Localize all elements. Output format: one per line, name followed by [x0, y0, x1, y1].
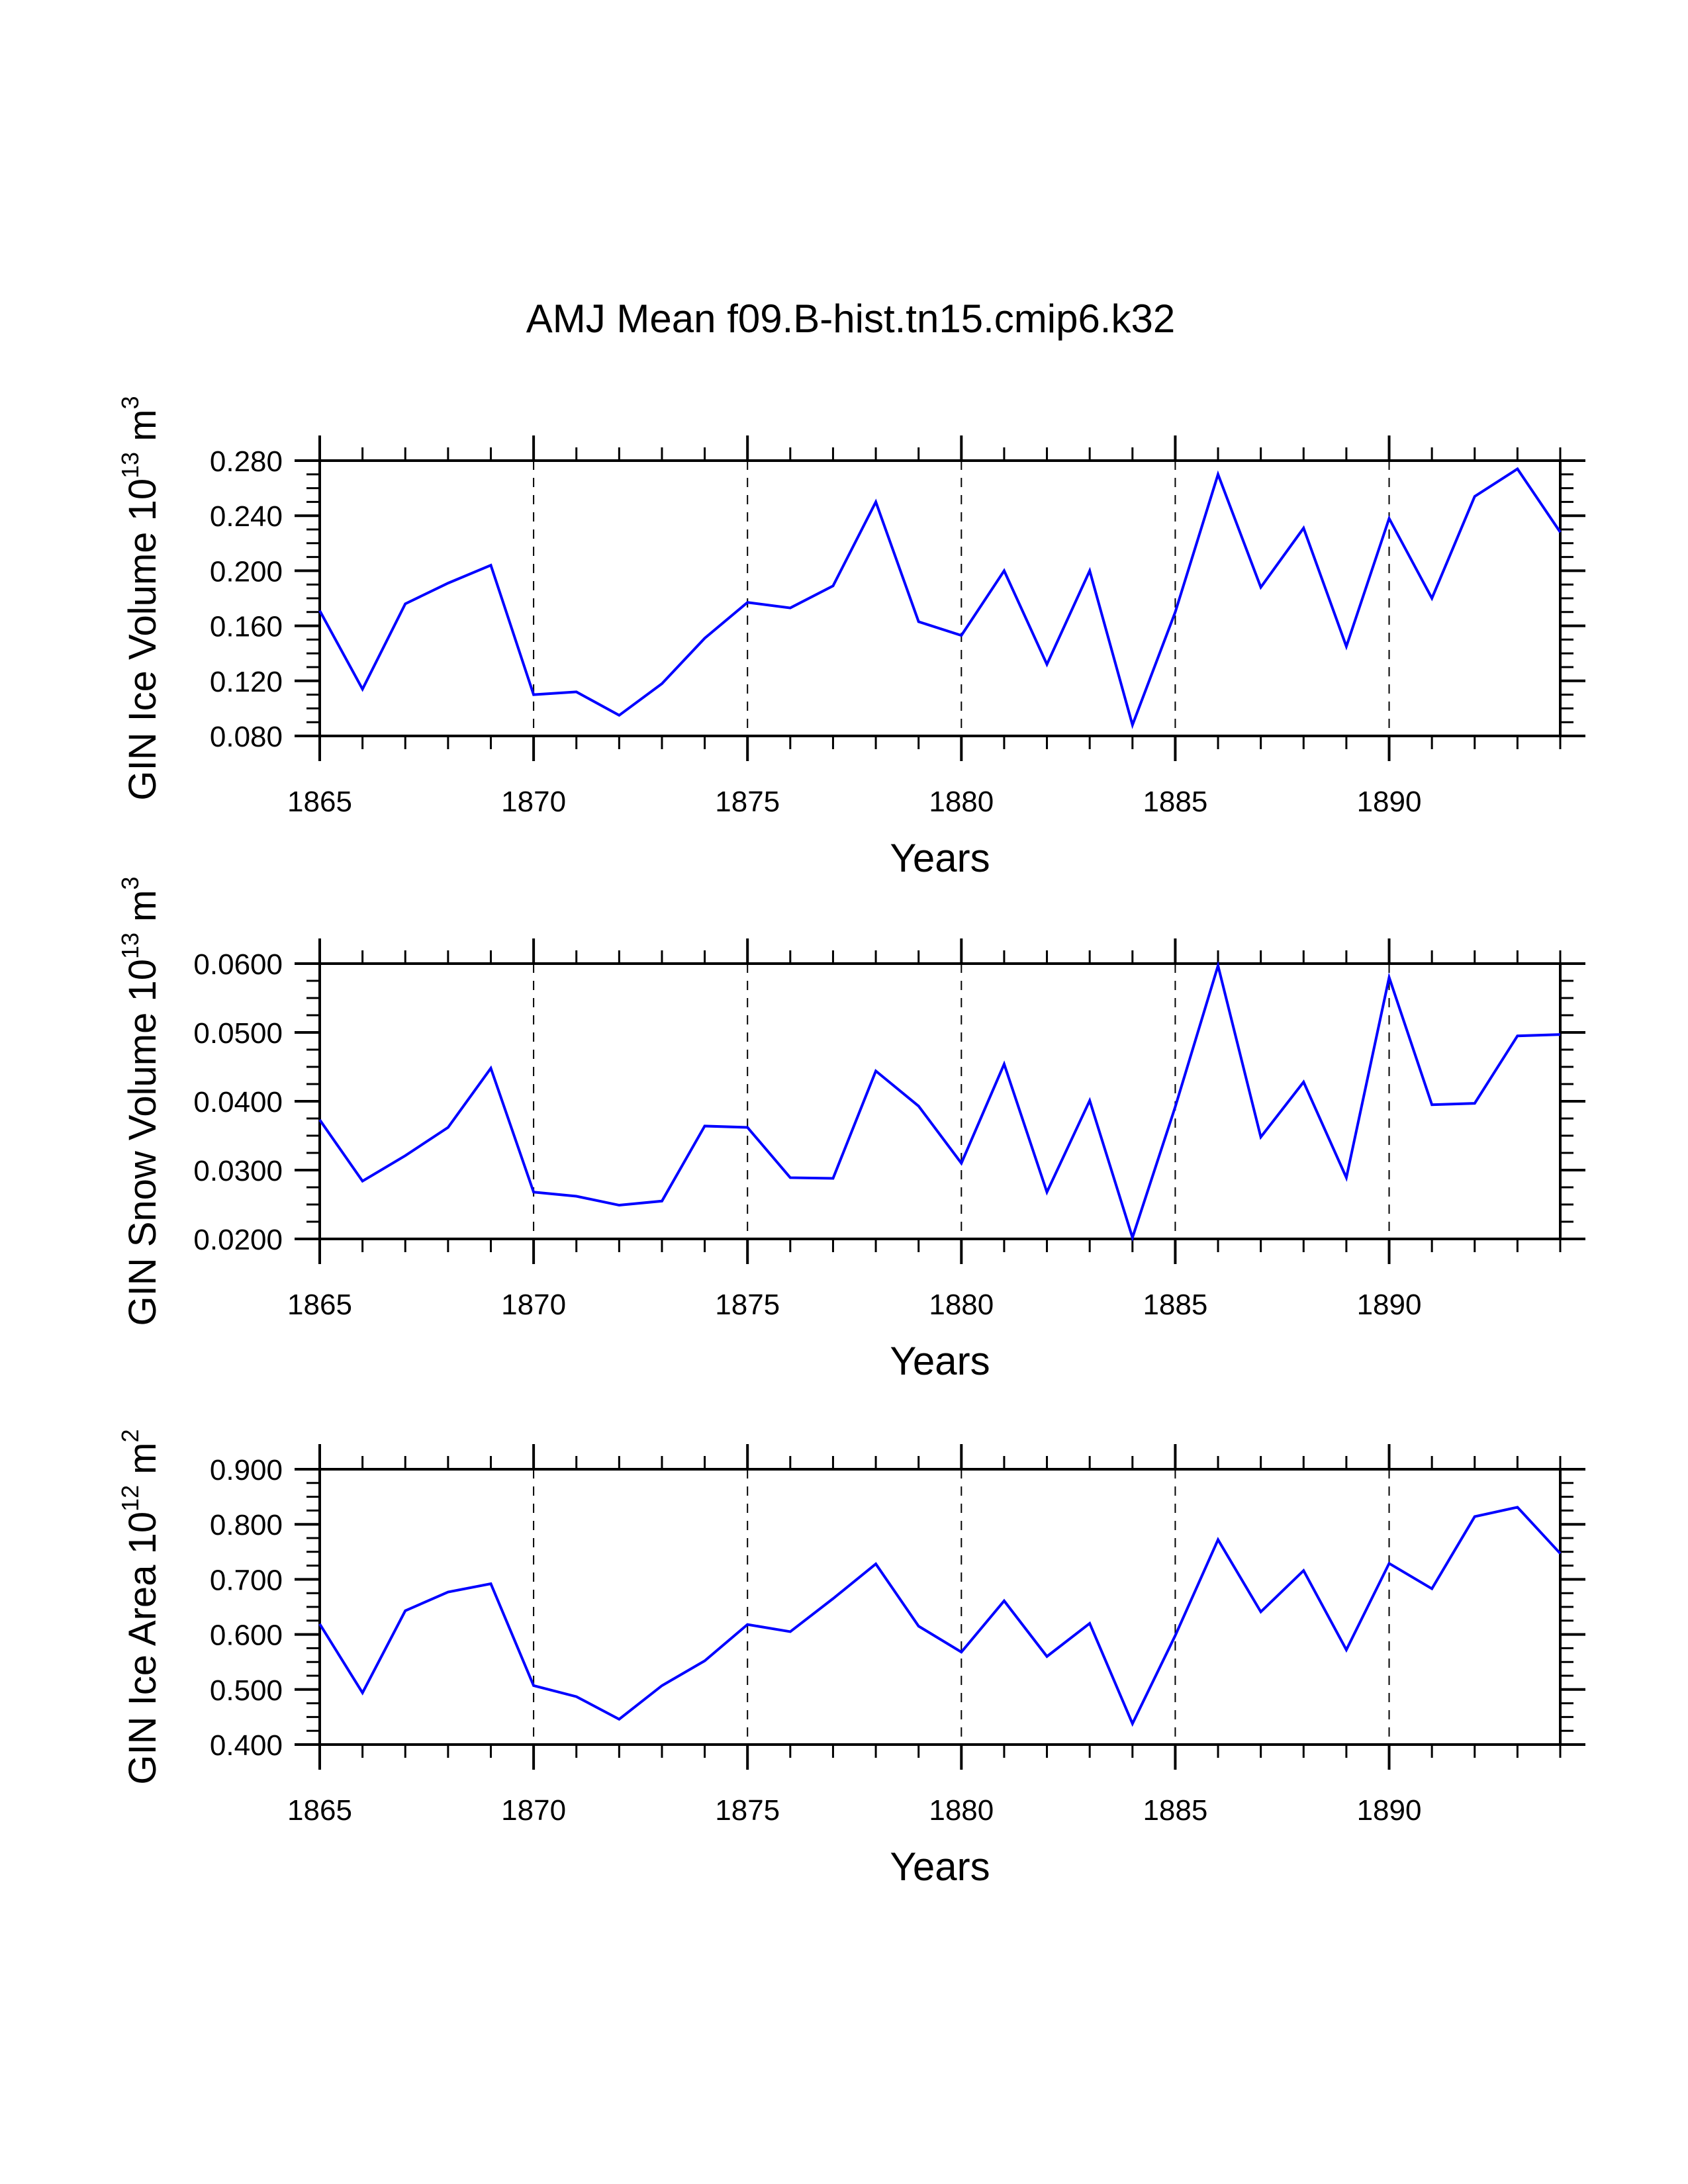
y-tick-label: 0.0400 [193, 1086, 283, 1118]
x-tick-label: 1865 [287, 1289, 352, 1321]
y-axis-title-text: GIN Ice Area 10 [121, 1512, 164, 1785]
chart-title: AMJ Mean f09.B-hist.tn15.cmip6.k32 [526, 296, 1175, 341]
x-tick-label: 1880 [929, 1289, 994, 1321]
series-line-ice-area [318, 1506, 1562, 1727]
y-axis-title: GIN Ice Volume 1013 m3 [117, 396, 164, 800]
y-axis-title-unit: m [121, 890, 164, 933]
y-tick-label: 0.0300 [193, 1155, 283, 1187]
y-axis-title-exponent: 12 [117, 1485, 144, 1512]
x-tick-label: 1870 [501, 786, 566, 818]
x-tick-label: 1880 [929, 1794, 994, 1827]
y-tick-label: 0.900 [210, 1454, 283, 1486]
y-tick-label: 0.400 [210, 1729, 283, 1762]
plot-frame [318, 1468, 1562, 1746]
y-tick-label: 0.080 [210, 721, 283, 753]
x-tick-label: 1885 [1143, 1794, 1207, 1827]
y-axis-title: GIN Snow Volume 1013 m3 [117, 876, 164, 1326]
x-tick-label: 1885 [1143, 786, 1207, 818]
x-tick-label: 1875 [715, 786, 780, 818]
x-tick-label: 1865 [287, 1794, 352, 1827]
x-tick-label: 1870 [501, 1794, 566, 1827]
x-tick-label: 1875 [715, 1794, 780, 1827]
x-tick-label: 1890 [1357, 1794, 1422, 1827]
y-axis-title: GIN Ice Area 1012 m2 [117, 1429, 164, 1784]
y-tick-label: 0.700 [210, 1564, 283, 1596]
panel-ice-volume: 1865 1870 1875 1880 1885 1890 0.080 0.120 0.160 0… [117, 396, 1585, 880]
x-axis-title: Years [890, 1844, 990, 1889]
x-tick-label: 1865 [287, 786, 352, 818]
y-tick-label: 0.120 [210, 666, 283, 698]
y-tick-label: 0.0200 [193, 1224, 283, 1256]
panel-snow-volume: 1865 1870 1875 1880 1885 1890 0.0200 0.0300 0.04… [117, 876, 1585, 1383]
x-tick-label: 1890 [1357, 1289, 1422, 1321]
y-tick-label: 0.800 [210, 1509, 283, 1541]
y-axis-title-text: GIN Ice Volume 10 [121, 478, 164, 801]
y-axis-title-exponent: 13 [117, 452, 144, 478]
y-axis-title-unit-exponent: 3 [117, 876, 144, 889]
x-tick-label: 1880 [929, 786, 994, 818]
y-tick-label: 0.600 [210, 1619, 283, 1652]
y-axis-title-unit: m [121, 409, 164, 451]
panels: 1865 1870 1875 1880 1885 1890 0.080 0.120 0.160 0… [117, 396, 1585, 1889]
series-line-snow-volume [318, 960, 1561, 1242]
plot-frame [318, 962, 1562, 1240]
y-axis-title-exponent: 13 [117, 933, 144, 959]
x-tick-label: 1890 [1357, 786, 1422, 818]
plot-frame [318, 459, 1562, 737]
x-tick-label: 1870 [501, 1289, 566, 1321]
y-tick-label: 0.0600 [193, 948, 283, 981]
y-tick-label: 0.500 [210, 1674, 283, 1707]
y-axis-title-unit-exponent: 3 [117, 396, 144, 409]
x-tick-label: 1875 [715, 1289, 780, 1321]
x-tick-label: 1885 [1143, 1289, 1207, 1321]
panel-ice-area: 1865 1870 1875 1880 1885 1890 0.400 0.500 0.600 0… [117, 1429, 1585, 1889]
y-tick-label: 0.240 [210, 500, 283, 533]
y-axis-title-text: GIN Snow Volume 10 [121, 959, 164, 1326]
y-tick-label: 0.280 [210, 445, 283, 478]
series-line-ice-volume [318, 467, 1562, 729]
y-tick-label: 0.160 [210, 611, 283, 643]
x-axis-title: Years [890, 1339, 990, 1383]
y-tick-label: 0.200 [210, 555, 283, 588]
y-axis-title-unit-exponent: 2 [117, 1429, 144, 1442]
y-axis-title-unit: m [121, 1442, 164, 1484]
y-tick-label: 0.0500 [193, 1017, 283, 1050]
x-axis-title: Years [890, 836, 990, 880]
